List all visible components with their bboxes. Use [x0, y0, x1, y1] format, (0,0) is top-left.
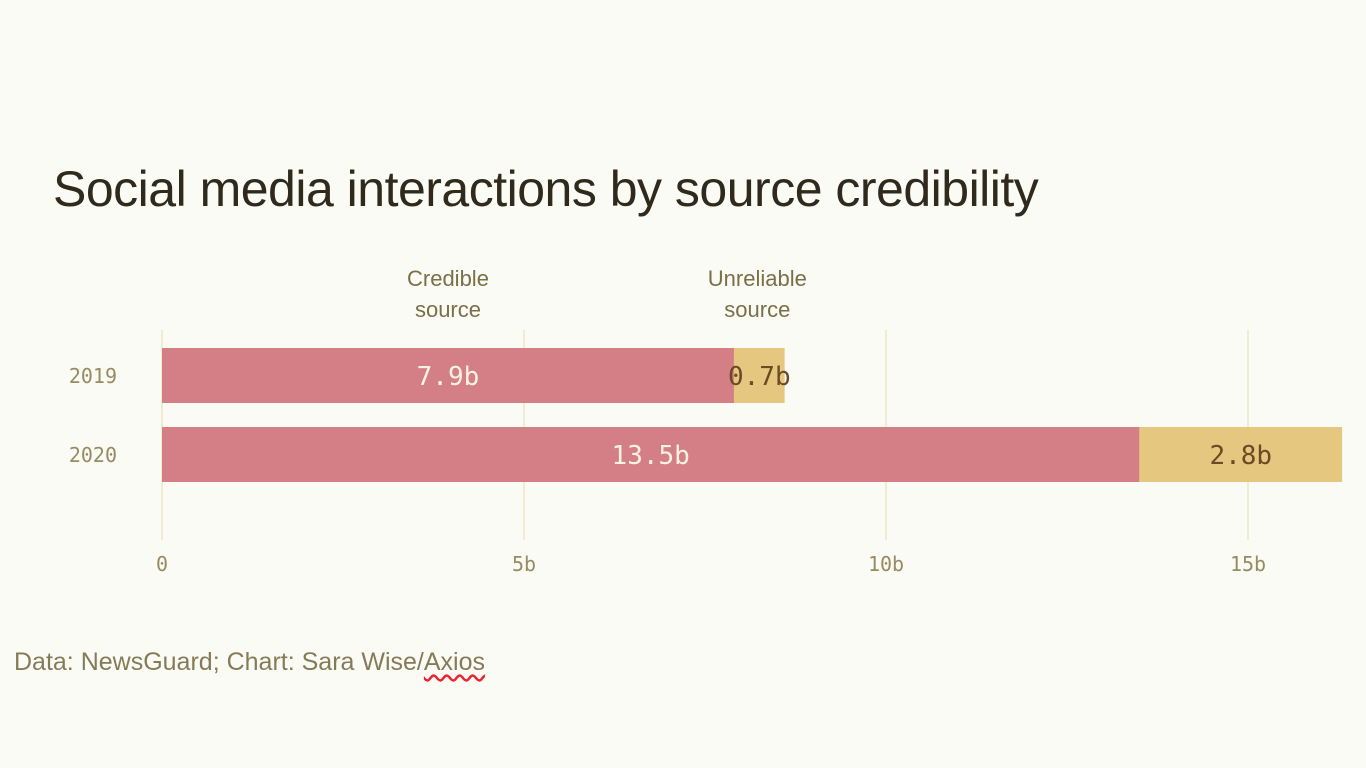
source-link[interactable]: Axios — [423, 648, 486, 676]
bar-segment — [733, 348, 785, 403]
source-credit: Data: NewsGuard; Chart: Sara Wise/Axios — [14, 648, 485, 677]
data-label: 2.8b — [1209, 441, 1272, 471]
bar-segment — [162, 427, 1140, 482]
x-tick-label: 5b — [512, 552, 536, 576]
y-tick-label: 2019 — [69, 364, 117, 388]
bar-segment — [162, 348, 734, 403]
chart-title: Social media interactions by source cred… — [53, 161, 1039, 217]
x-tick-label: 10b — [868, 552, 904, 576]
legend-label-line1: Unreliable — [708, 266, 807, 291]
data-label: 0.7b — [728, 362, 791, 392]
legend-label-line2: source — [724, 297, 790, 322]
bar-segment — [1139, 427, 1343, 482]
x-tick-label: 0 — [156, 552, 168, 576]
y-tick-label: 2020 — [69, 443, 117, 467]
x-tick-label: 15b — [1230, 552, 1266, 576]
data-label: 7.9b — [417, 362, 480, 392]
legend-label-line2: source — [415, 297, 481, 322]
data-label: 13.5b — [612, 441, 690, 471]
source-text: Data: NewsGuard; Chart: Sara Wise/ — [14, 648, 424, 676]
legend-label-line1: Credible — [407, 266, 489, 291]
